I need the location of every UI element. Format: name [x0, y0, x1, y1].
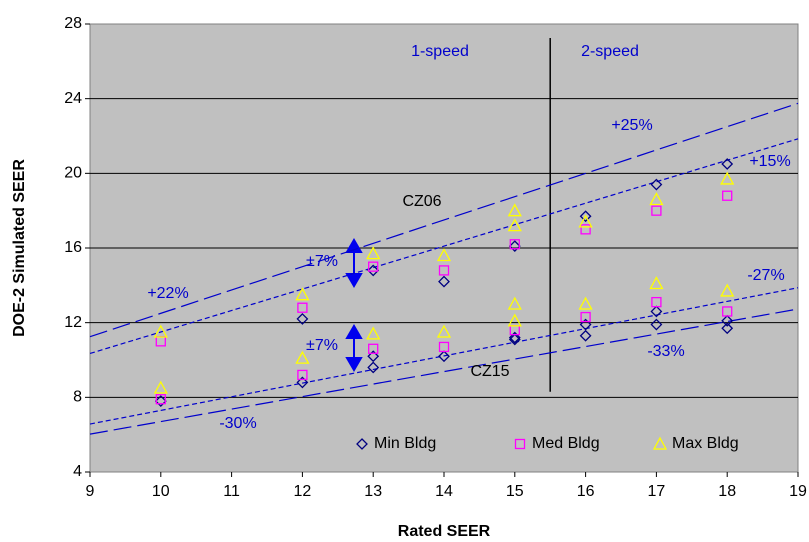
x-tick-label: 11	[223, 483, 240, 500]
reference-line	[89, 287, 799, 425]
point	[651, 296, 662, 308]
point	[508, 333, 521, 346]
point	[650, 178, 663, 191]
point	[295, 287, 310, 301]
point	[367, 264, 380, 277]
point	[295, 350, 310, 364]
point	[297, 302, 308, 313]
x-tick-label: 10	[152, 483, 170, 500]
legend-marker	[356, 438, 368, 450]
point	[651, 205, 662, 216]
point	[720, 171, 735, 185]
point	[438, 275, 450, 288]
legend-label: Max Bldg	[672, 435, 739, 452]
reference-line	[89, 138, 799, 355]
point	[436, 248, 452, 262]
point	[296, 376, 309, 389]
point	[509, 239, 520, 250]
point	[578, 214, 593, 228]
legend-label: Med Bldg	[532, 435, 600, 452]
point	[650, 305, 663, 318]
legend-marker	[514, 438, 526, 450]
x-tick-label: 13	[364, 483, 382, 500]
point	[507, 296, 522, 310]
x-tick-label: 19	[789, 483, 807, 500]
legend-label: Min Bldg	[374, 435, 436, 452]
annotation: -30%	[219, 415, 256, 432]
point	[366, 246, 381, 260]
x-tick-label: 12	[294, 483, 312, 500]
x-tick-label: 18	[718, 483, 736, 500]
point	[507, 203, 522, 217]
point	[721, 314, 734, 327]
point	[721, 158, 734, 170]
point	[508, 331, 521, 344]
point	[368, 343, 379, 354]
point	[722, 190, 733, 201]
point	[650, 318, 663, 331]
y-tick-label: 12	[64, 314, 82, 331]
y-tick-label: 16	[64, 239, 82, 256]
annotation: -27%	[747, 267, 784, 284]
annotation: ±7%	[306, 337, 338, 354]
point	[721, 322, 734, 335]
point	[508, 240, 521, 253]
point	[507, 313, 522, 327]
point	[579, 210, 592, 223]
point	[438, 341, 450, 353]
annotation: CZ06	[402, 193, 441, 210]
x-axis-label: Rated SEER	[398, 523, 491, 540]
y-axis-label: DOE-2 Simulated SEER	[11, 159, 28, 337]
annotation: -33%	[647, 343, 684, 360]
point	[578, 296, 593, 310]
point	[368, 261, 379, 272]
annotation: ±7%	[306, 253, 338, 270]
point	[436, 324, 452, 338]
y-tick-label: 20	[64, 165, 82, 182]
point	[579, 329, 592, 342]
point	[722, 306, 733, 317]
x-tick-label: 17	[648, 483, 666, 500]
annotation: +25%	[611, 117, 652, 134]
y-tick-label: 8	[73, 389, 82, 406]
point	[366, 326, 381, 340]
point	[367, 350, 380, 363]
x-tick-label: 15	[506, 483, 524, 500]
point	[296, 313, 309, 325]
point	[649, 276, 664, 290]
point	[297, 369, 308, 381]
point	[580, 311, 591, 323]
y-tick-label: 28	[64, 15, 82, 32]
annotation: CZ15	[470, 363, 509, 380]
annotation: +22%	[147, 285, 188, 302]
point	[153, 380, 168, 394]
legend-marker	[652, 436, 668, 450]
y-tick-label: 24	[64, 90, 82, 107]
point	[507, 218, 522, 232]
point	[155, 394, 166, 405]
annotation: +15%	[749, 153, 790, 170]
arrow-head	[345, 324, 363, 339]
point	[367, 361, 380, 374]
arrow-head	[345, 357, 363, 372]
point	[579, 318, 592, 331]
point	[720, 283, 735, 297]
annotation: 2-speed	[581, 43, 639, 60]
point	[154, 395, 167, 407]
x-tick-label: 16	[577, 483, 595, 500]
point	[580, 224, 591, 235]
x-tick-label: 9	[86, 483, 95, 500]
point	[649, 192, 664, 206]
point	[438, 350, 450, 363]
point	[153, 324, 168, 338]
reference-line	[89, 102, 799, 338]
point	[438, 265, 450, 276]
annotation: 1-speed	[411, 43, 469, 60]
x-tick-label: 14	[435, 483, 453, 500]
y-tick-label: 4	[73, 463, 82, 480]
